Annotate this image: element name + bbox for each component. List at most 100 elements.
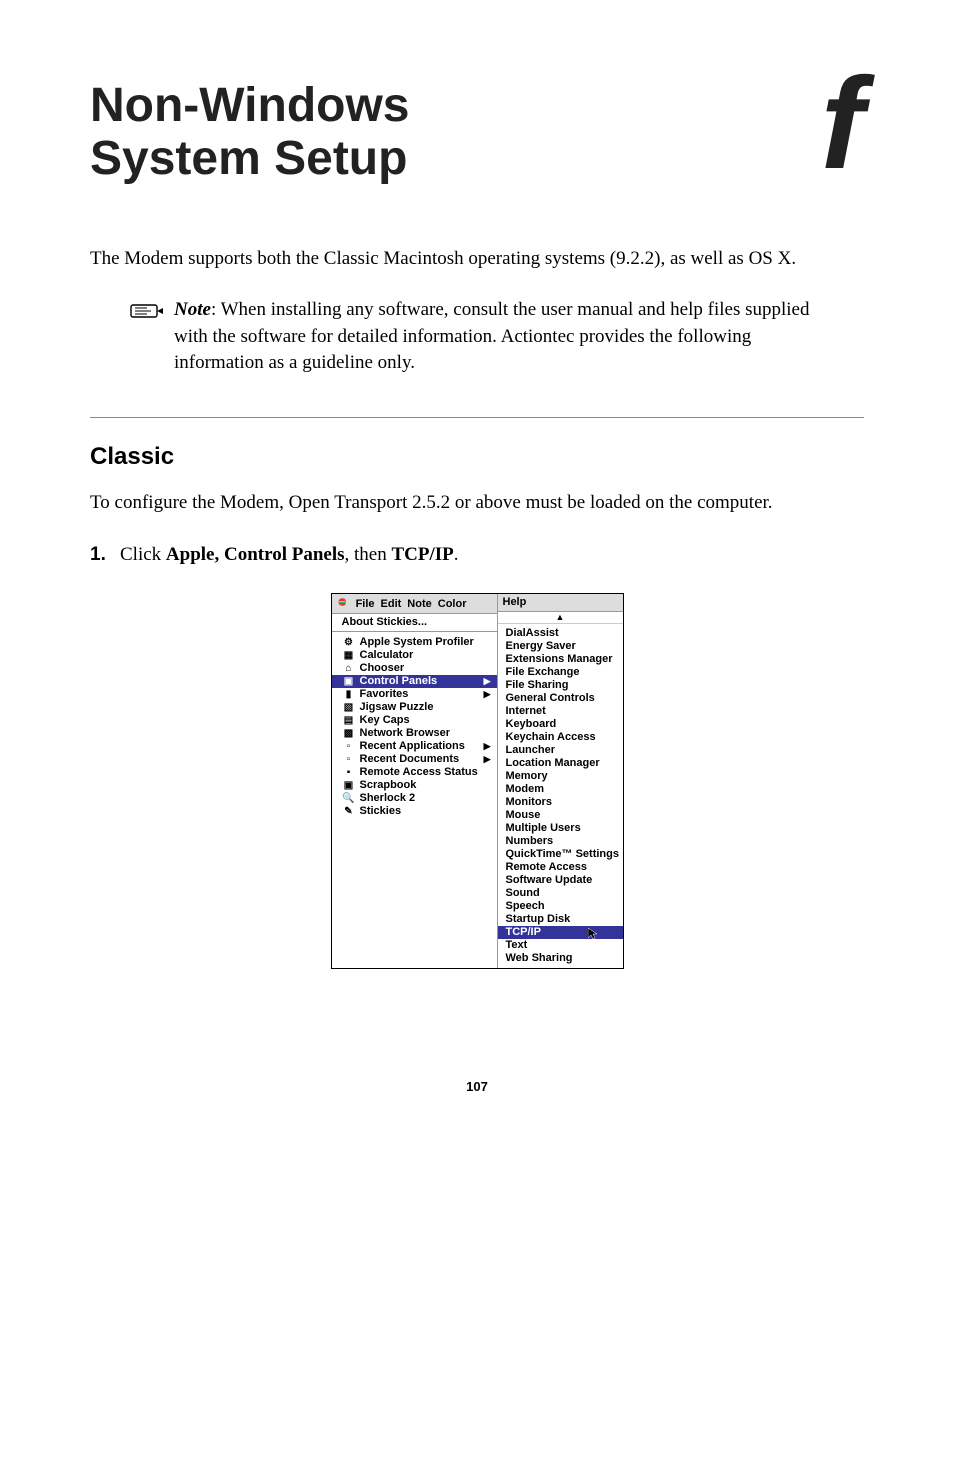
control-panel-item-tcpip[interactable]: TCP/IP [498,926,623,939]
menu-item-label: Control Panels [360,676,438,687]
intro-paragraph: The Modem supports both the Classic Maci… [90,246,864,273]
chapter-letter: f [821,65,864,182]
control-panel-item[interactable]: Extensions Manager [498,653,623,666]
control-panel-item[interactable]: Internet [498,705,623,718]
control-panel-item[interactable]: Energy Saver [498,640,623,653]
menubar-help[interactable]: Help [503,596,527,608]
submenu-arrow-icon: ▶ [484,690,491,699]
menu-item-icon: ▪ [342,768,356,778]
menubar-help-cell: Help [498,594,623,612]
control-panel-item[interactable]: Multiple Users [498,822,623,835]
menu-item-icon: 🔍 [342,794,356,804]
apple-menu-item[interactable]: ▣ Scrapbook [332,779,497,792]
step-number: 1. [90,542,120,569]
control-panel-item[interactable]: Startup Disk [498,913,623,926]
menubar-file[interactable]: File [356,598,375,610]
control-panel-item[interactable]: Keychain Access [498,731,623,744]
menu-item-label: Sherlock 2 [360,793,416,804]
menu-item-label: Recent Applications [360,741,465,752]
menu-item-label: Network Browser [360,728,450,739]
control-panel-item[interactable]: QuickTime™ Settings [498,848,623,861]
menu-item-label: Apple System Profiler [360,637,474,648]
title-line-1: Non-Windows [90,79,410,132]
apple-menu-item[interactable]: ⌂Chooser [332,662,497,675]
apple-menu-item[interactable]: 🔍 Sherlock 2 [332,792,497,805]
menu-item-label: Remote Access Status [360,767,478,778]
intro-osx: OS X [749,248,792,269]
menu-item-icon: ▫ [342,742,356,752]
control-panels-column: Help ▲ DialAssistEnergy SaverExtensions … [497,594,623,968]
title-line-2: System Setup [90,132,407,185]
menu-item-label: Recent Documents [360,754,460,765]
note-body: : When installing any software, consult … [174,299,809,373]
section-heading: Classic [90,443,864,471]
control-panel-item[interactable]: Keyboard [498,718,623,731]
step-b: , then [345,544,392,565]
control-panel-item[interactable]: Sound [498,887,623,900]
menu-item-label: Key Caps [360,715,410,726]
control-panel-item[interactable]: Web Sharing [498,952,623,965]
menubar-note[interactable]: Note [407,598,431,610]
menu-item-label: Jigsaw Puzzle [360,702,434,713]
menu-item-label: Calculator [360,650,414,661]
section-body: To configure the Modem, Open Transport 2… [90,490,864,517]
menu-item-icon: ▣ [342,781,356,791]
menu-item-icon: ✎ [342,807,356,817]
menubar-edit[interactable]: Edit [381,598,402,610]
control-panel-item[interactable]: Memory [498,770,623,783]
screenshot-wrap: File Edit Note Color About Stickies... ⚙App… [90,593,864,969]
apple-menu-item[interactable]: ▦ Calculator [332,649,497,662]
apple-menu-item[interactable]: ▤Key Caps [332,714,497,727]
step-c: . [454,544,459,565]
note-label: Note [174,299,211,320]
menu-item-label: Scrapbook [360,780,417,791]
menu-item-label: Favorites [360,689,409,700]
control-panel-item[interactable]: General Controls [498,692,623,705]
menu-item-icon: ▧ [342,703,356,713]
menu-item-label: Stickies [360,806,402,817]
note-block: Note: When installing any software, cons… [130,297,824,377]
control-panel-item[interactable]: Software Update [498,874,623,887]
control-panel-item[interactable]: Launcher [498,744,623,757]
control-panel-item[interactable]: Monitors [498,796,623,809]
menu-item-icon: ▩ [342,729,356,739]
menu-item-icon: ▦ [342,651,356,661]
control-panel-item[interactable]: Mouse [498,809,623,822]
apple-menu-item[interactable]: ▫Recent Documents▶ [332,753,497,766]
apple-menu-list: ⚙Apple System Profiler ▦ Calculator⌂Choose… [332,632,497,822]
step-1: 1. Click Apple, Control Panels, then TCP… [90,542,864,569]
scroll-up-arrow-icon[interactable]: ▲ [498,612,623,624]
mouse-cursor-icon [588,928,598,942]
step-bold-2: TCP/IP [391,544,453,565]
control-panel-item[interactable]: Numbers [498,835,623,848]
control-panel-item[interactable]: Speech [498,900,623,913]
control-panel-item[interactable]: Location Manager [498,757,623,770]
about-stickies[interactable]: About Stickies... [332,614,497,632]
control-panel-item[interactable]: Text [498,939,623,952]
section-divider [90,417,864,418]
submenu-arrow-icon: ▶ [484,742,491,751]
intro-tail: . [791,248,796,269]
apple-menu-item[interactable]: ▣Control Panels▶ [332,675,497,688]
intro-text: The Modem supports both the Classic Maci… [90,248,749,269]
submenu-arrow-icon: ▶ [484,755,491,764]
page-title: Non-Windows System Setup [90,80,410,186]
apple-menu-item[interactable]: ✎ Stickies [332,805,497,818]
control-panel-item[interactable]: File Sharing [498,679,623,692]
apple-menu-item[interactable]: ▧ Jigsaw Puzzle [332,701,497,714]
menubar-color[interactable]: Color [438,598,467,610]
note-hand-icon [130,299,166,328]
apple-menu-item[interactable]: ▪ Remote Access Status [332,766,497,779]
menubar: File Edit Note Color [332,594,497,614]
control-panel-item[interactable]: Remote Access [498,861,623,874]
apple-menu-item[interactable]: ⚙Apple System Profiler [332,636,497,649]
menu-item-label: Chooser [360,663,405,674]
control-panel-item[interactable]: DialAssist [498,627,623,640]
apple-menu-item[interactable]: ▩ Network Browser [332,727,497,740]
apple-menu-item[interactable]: ▮ Favorites ▶ [332,688,497,701]
apple-menu-item[interactable]: ▫ Recent Applications ▶ [332,740,497,753]
control-panel-item[interactable]: Modem [498,783,623,796]
menu-item-icon: ▮ [342,690,356,700]
apple-logo-icon [337,598,350,610]
control-panel-item[interactable]: File Exchange [498,666,623,679]
